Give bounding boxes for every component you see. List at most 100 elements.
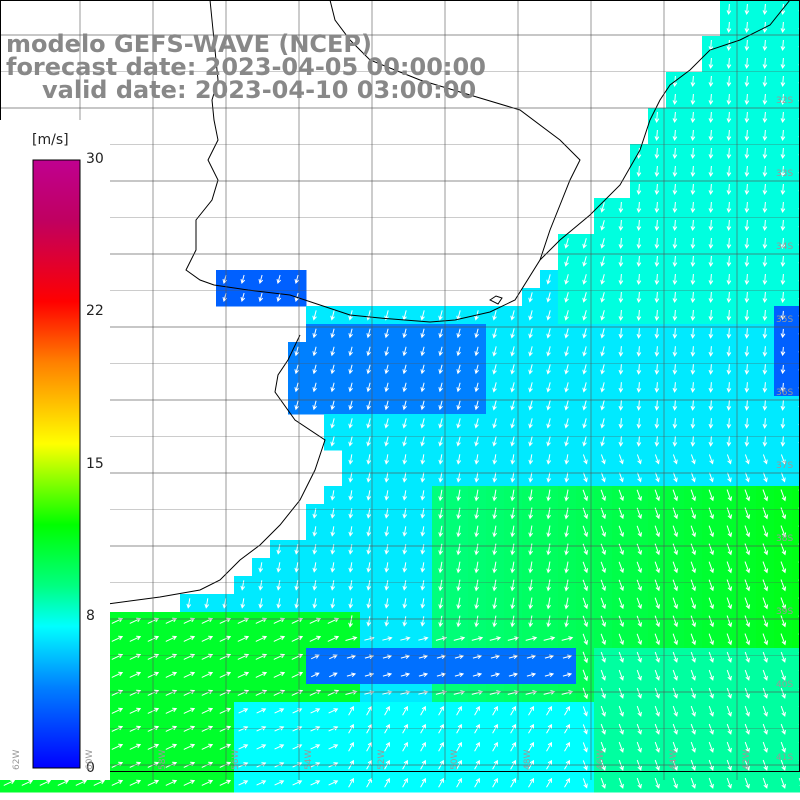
wind-arrow	[654, 669, 660, 681]
wind-arrow	[708, 741, 714, 753]
wind-arrow	[510, 489, 515, 502]
wind-arrow	[165, 671, 178, 678]
wind-arrow	[165, 635, 178, 642]
wind-arrow	[564, 561, 569, 574]
wind-arrow	[654, 418, 660, 429]
wind-arrow	[582, 579, 588, 592]
wind-arrow	[690, 382, 696, 393]
wind-arrow	[256, 726, 267, 732]
wind-arrow	[708, 129, 714, 142]
wind-arrow	[255, 671, 268, 678]
wind-arrow	[600, 525, 606, 538]
wind-arrow	[726, 183, 732, 196]
wind-arrow	[618, 651, 624, 663]
wind-arrow	[510, 561, 515, 574]
wind-arrow	[780, 21, 786, 34]
wind-arrow	[780, 129, 786, 142]
wind-arrow	[690, 219, 696, 232]
wind-arrow	[762, 418, 768, 429]
wind-arrow	[528, 597, 533, 610]
wind-arrow	[111, 707, 124, 714]
wind-arrow	[654, 723, 660, 735]
wind-arrow	[708, 147, 714, 160]
wind-arrow	[348, 472, 354, 483]
wind-arrow	[762, 687, 768, 699]
latitude-label: 33S	[776, 169, 794, 179]
wind-arrow	[312, 382, 317, 393]
wind-arrow	[438, 723, 444, 734]
wind-arrow	[183, 635, 196, 642]
wind-arrow	[708, 255, 714, 268]
wind-arrow	[654, 237, 660, 250]
wind-speed-cell	[792, 396, 800, 415]
wind-arrow	[582, 525, 588, 538]
latitude-label: 36S	[776, 388, 794, 398]
wind-arrow	[780, 669, 786, 681]
wind-arrow	[274, 726, 285, 732]
wind-arrow	[564, 454, 570, 465]
wind-arrow	[546, 489, 551, 502]
wind-arrow	[582, 561, 588, 574]
wind-arrow	[582, 454, 588, 465]
wind-arrow	[600, 705, 606, 717]
wind-arrow	[348, 454, 354, 465]
wind-arrow	[744, 165, 750, 178]
wind-arrow	[690, 472, 696, 483]
wind-arrow	[672, 111, 678, 124]
coastline-brazil-inland	[329, 0, 581, 261]
wind-arrow	[402, 364, 407, 375]
wind-arrow	[744, 183, 750, 196]
wind-arrow	[618, 633, 624, 646]
wind-arrow	[111, 743, 124, 750]
wind-arrow	[618, 777, 624, 789]
wind-arrow	[438, 346, 443, 357]
wind-arrow	[490, 672, 501, 678]
wind-arrow	[564, 256, 569, 267]
wind-arrow	[294, 562, 300, 573]
wind-arrow	[384, 382, 389, 393]
wind-arrow	[582, 418, 587, 429]
wind-arrow	[456, 400, 461, 411]
wind-arrow	[780, 201, 786, 214]
wind-arrow	[384, 598, 390, 609]
wind-arrow	[672, 291, 678, 304]
wind-speed-cell	[792, 576, 800, 595]
wind-arrow	[654, 777, 660, 789]
wind-arrow	[474, 364, 479, 375]
wind-arrow	[654, 291, 660, 304]
wind-arrow	[402, 418, 407, 429]
wind-arrow	[744, 723, 750, 735]
wind-arrow	[201, 635, 214, 642]
wind-arrow	[636, 346, 642, 357]
wind-arrow	[420, 364, 425, 375]
wind-arrow	[618, 741, 624, 753]
wind-arrow	[165, 689, 178, 696]
wind-arrow	[636, 237, 642, 250]
wind-arrow	[420, 616, 426, 627]
wind-arrow	[780, 418, 786, 429]
wind-arrow	[582, 778, 588, 789]
wind-arrow	[744, 615, 751, 628]
wind-arrow	[600, 777, 606, 789]
wind-arrow	[456, 579, 461, 592]
wind-arrow	[654, 183, 660, 196]
wind-arrow	[384, 616, 390, 627]
wind-arrow	[402, 454, 408, 465]
wind-arrow	[762, 3, 768, 16]
wind-arrow	[366, 436, 371, 447]
wind-arrow	[726, 364, 732, 375]
wind-arrow	[310, 708, 321, 714]
wind-arrow	[672, 543, 678, 556]
wind-arrow	[672, 705, 678, 717]
wind-arrow	[456, 382, 461, 393]
wind-arrow	[654, 364, 660, 375]
wind-arrow	[21, 779, 34, 786]
wind-arrow	[780, 219, 786, 232]
wind-arrow	[762, 525, 769, 538]
wind-arrow	[600, 633, 606, 646]
wind-arrow	[546, 777, 553, 788]
wind-arrow	[420, 454, 426, 465]
wind-arrow	[402, 508, 408, 519]
wind-arrow	[474, 525, 479, 538]
wind-arrow	[528, 310, 533, 321]
